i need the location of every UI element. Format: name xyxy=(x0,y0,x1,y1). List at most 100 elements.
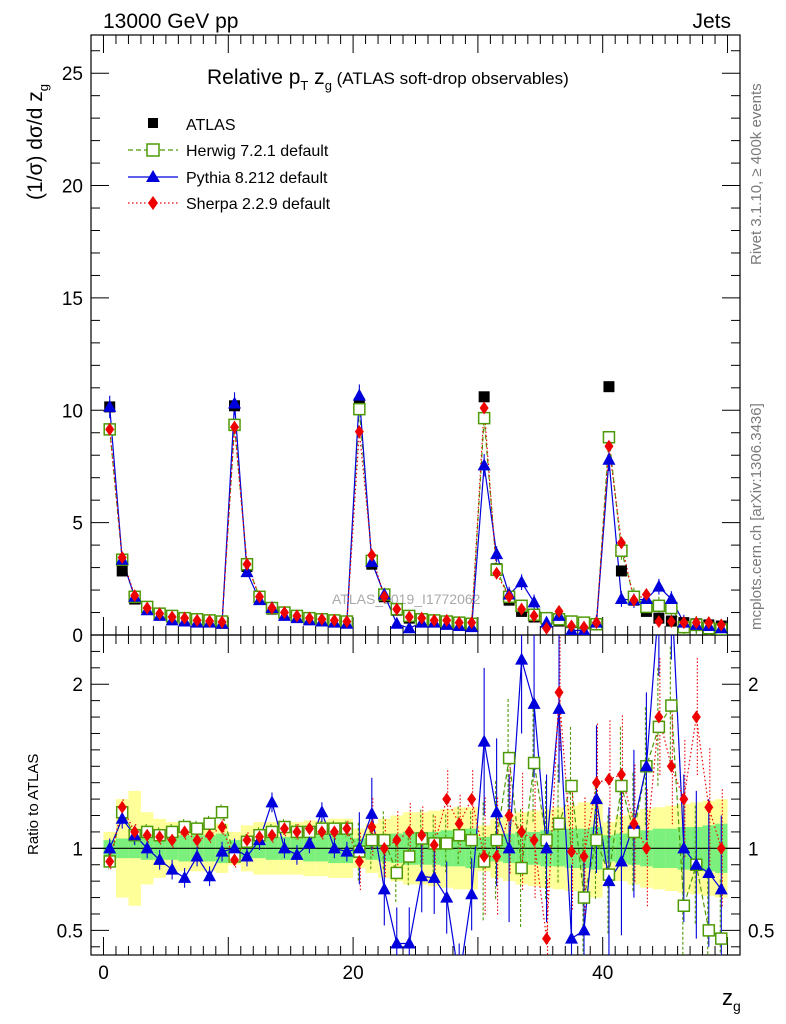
title-sub-g: g xyxy=(325,78,332,93)
x-axis-label-main: z xyxy=(722,985,733,1010)
herwig-ratio-point xyxy=(452,828,466,842)
sherpa-point xyxy=(329,613,339,627)
pythia-ratio-point xyxy=(140,841,154,854)
pythia-ratio-point xyxy=(215,844,229,857)
pythia-ratio-point xyxy=(190,849,204,862)
sherpa-point xyxy=(654,615,664,629)
legend: ATLAS Herwig 7.2.1 default Pythia 8.212 … xyxy=(128,117,331,213)
sherpa-ratio-point xyxy=(429,838,439,852)
herwig-ratio-point xyxy=(590,833,603,847)
pythia-ratio-point xyxy=(453,973,466,985)
sherpa-ratio-point xyxy=(442,792,452,806)
pythia-ratio-point xyxy=(115,811,129,824)
pythia-point xyxy=(490,547,504,560)
sherpa-point xyxy=(392,602,402,616)
sherpa-point xyxy=(279,606,289,620)
herwig-ratio-point xyxy=(527,756,541,770)
sherpa-ratio-point xyxy=(217,820,227,834)
pythia-point xyxy=(540,615,554,628)
sherpa-point xyxy=(529,609,539,623)
sherpa-ratio-point xyxy=(292,825,302,839)
legend-sherpa-label: Sherpa 2.2.9 default xyxy=(186,196,331,213)
herwig-ratio-point xyxy=(515,861,528,875)
pythia-point xyxy=(652,579,666,592)
sherpa-ratio-point xyxy=(242,833,252,847)
sherpa-ratio-point xyxy=(279,822,289,836)
legend-pythia-marker xyxy=(146,170,160,182)
herwig-ratio-point xyxy=(552,817,566,830)
sherpa-point xyxy=(142,601,152,615)
sherpa-ratio-point xyxy=(267,828,277,842)
herwig-ratio-point xyxy=(615,779,628,793)
sherpa-point xyxy=(691,616,701,630)
y-axis-label: (1/σ) dσ/d zg xyxy=(24,84,51,200)
herwig-point xyxy=(665,601,678,615)
sherpa-point xyxy=(354,425,364,439)
atlas-point xyxy=(603,381,615,393)
herwig-ratio-point xyxy=(665,699,678,712)
herwig-ratio-point xyxy=(403,850,416,863)
pythia-ratio-point xyxy=(577,923,591,936)
pythia-point xyxy=(515,575,529,588)
sherpa-point xyxy=(641,588,651,602)
pythia-ratio-point xyxy=(290,847,304,860)
legend-herwig-marker xyxy=(146,143,160,157)
pythia-ratio-point xyxy=(614,854,628,867)
sherpa-ratio-point xyxy=(230,853,240,867)
sherpa-ratio-point xyxy=(417,828,427,842)
pythia-point xyxy=(228,396,242,409)
herwig-ratio-point xyxy=(203,817,216,830)
sherpa-ratio-point xyxy=(691,710,701,724)
sherpa-ratio-point xyxy=(155,830,165,844)
pythia-ratio-point xyxy=(527,696,541,709)
sherpa-ratio-point xyxy=(105,854,115,868)
sherpa-point xyxy=(230,420,240,434)
sherpa-ratio-point xyxy=(342,822,352,836)
sherpa-point xyxy=(167,610,177,624)
herwig-ratio-point xyxy=(215,805,229,819)
sherpa-ratio-point xyxy=(254,830,264,844)
pythia-ratio-point xyxy=(677,841,691,854)
pythia-ratio-point xyxy=(302,836,316,849)
sherpa-point xyxy=(517,602,527,616)
pythia-ratio-point xyxy=(153,852,167,865)
pythia-ratio-point xyxy=(352,841,366,854)
sherpa-point xyxy=(242,557,252,571)
ratio-plot-data xyxy=(103,579,728,985)
sherpa-ratio-point xyxy=(167,833,177,847)
sherpa-ratio-point xyxy=(604,772,614,786)
sherpa-ratio-point xyxy=(591,776,601,790)
herwig-ratio-point xyxy=(577,891,591,904)
pythia-ratio-point xyxy=(340,844,354,857)
sherpa-point xyxy=(404,610,414,624)
title-mid: z xyxy=(308,66,324,89)
herwig-ratio-point xyxy=(440,837,453,850)
pythia-ratio-point xyxy=(203,869,217,882)
herwig-ratio-point xyxy=(365,833,379,847)
title-main: Relative p xyxy=(207,66,300,89)
atlas-point xyxy=(116,565,128,577)
sherpa-ratio-point xyxy=(666,759,676,773)
herwig-ratio-point xyxy=(502,751,516,765)
herwig-ratio-point xyxy=(490,833,503,847)
sherpa-point xyxy=(217,615,227,629)
pythia-point xyxy=(240,565,254,578)
pythia-ratio-point xyxy=(665,579,678,591)
sherpa-point xyxy=(542,621,552,635)
atlas-point xyxy=(478,391,490,403)
pythia-ratio-point xyxy=(103,841,117,854)
sherpa-point xyxy=(629,593,639,607)
rivet-label: Rivet 3.1.10, ≥ 400k events xyxy=(748,83,765,265)
x-axis-label-sub: g xyxy=(733,998,741,1014)
sherpa-ratio-point xyxy=(130,825,140,839)
legend-pythia-label: Pythia 8.212 default xyxy=(186,170,328,187)
pythia-ratio-point xyxy=(689,857,703,870)
legend-atlas-marker xyxy=(148,118,158,128)
pythia-ratio-point xyxy=(440,890,454,903)
sherpa-ratio-point xyxy=(454,817,464,831)
y-tick-label: 25 xyxy=(62,64,83,85)
pythia-point xyxy=(352,388,366,401)
herwig-point xyxy=(652,599,666,613)
pythia-ratio-point xyxy=(365,806,379,819)
sherpa-point xyxy=(442,613,452,627)
